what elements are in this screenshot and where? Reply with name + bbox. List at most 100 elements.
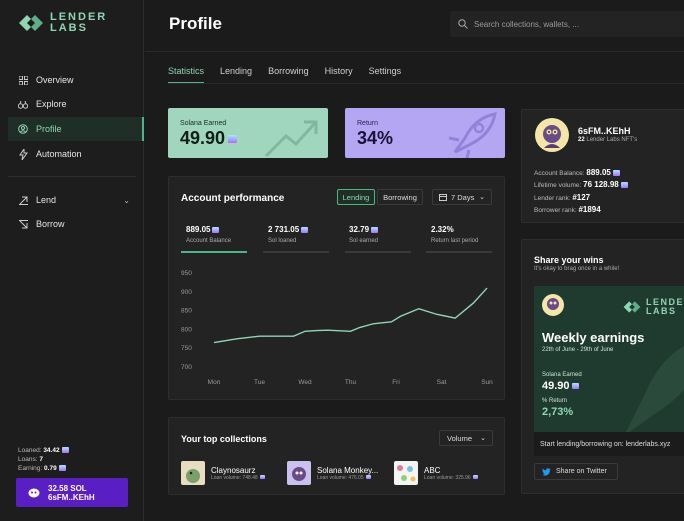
profile-card: 6sFM..KEhH 22 Lender Labs NFT's Account … (521, 109, 684, 223)
collections-sort-select[interactable]: Volume ⌄ (439, 430, 493, 446)
x-tick-label: Sat (437, 379, 447, 386)
metric-label: Return last period (431, 238, 479, 244)
share-return-value: 2,73% (542, 406, 574, 418)
sidebar-item-explore[interactable]: Explore (8, 92, 144, 116)
earning-stat: Earning: 0.79 (18, 464, 69, 473)
avatar[interactable] (535, 118, 569, 152)
sidebar-item-borrow[interactable]: Borrow (8, 212, 144, 236)
collection-item[interactable]: ABC Loan volume: 325.96 (394, 460, 478, 486)
tab-borrowing[interactable]: Borrowing (268, 66, 309, 76)
x-tick-label: Fri (392, 379, 400, 386)
tab-history[interactable]: History (324, 66, 353, 76)
trend-up-icon (264, 120, 318, 158)
return-card: Return 34% (345, 108, 505, 158)
page-title: Profile (169, 14, 222, 33)
metric-account-balance: 889.05 (186, 225, 220, 234)
metric-bar (345, 251, 411, 253)
wallet-address: 6sFM..KEhH (48, 492, 95, 502)
sidebar-item-label: Profile (36, 124, 62, 134)
solana-earned-card: Solana Earned 49.90 (168, 108, 328, 158)
collections-title: Your top collections (181, 434, 267, 444)
profile-lifetime-volume: Lifetime volume: 76 128.98 (534, 180, 628, 189)
rocket-icon (448, 112, 497, 158)
metric-bar-active (181, 251, 247, 253)
user-circle-icon (18, 124, 28, 134)
tab-lending[interactable]: Lending (220, 66, 253, 76)
share-card-dates: 22th of June - 29th of June (542, 347, 614, 353)
wallet-button[interactable]: 32.58 SOL 6sFM..KEhH (16, 478, 128, 507)
chevron-down-icon[interactable]: ⌄ (123, 195, 130, 205)
loaned-stat: Loaned: 34.42 (18, 446, 69, 455)
search-icon (458, 19, 468, 29)
x-tick-label: Mon (208, 379, 221, 386)
wallet-avatar-icon (28, 488, 40, 497)
lending-toggle[interactable]: Lending (337, 189, 375, 205)
calendar-icon (439, 194, 447, 201)
sidebar: LENDER LABS Overview Explore Profile Aut… (0, 0, 144, 521)
brand-line-2: LABS (50, 22, 88, 34)
x-tick-label: Tue (254, 379, 265, 386)
account-stats: Loaned: 34.42 Loans: 7 Earning: 0.79 (18, 446, 69, 473)
share-twitter-button[interactable]: Share on Twitter (534, 463, 618, 480)
twitter-icon (542, 467, 551, 476)
period-select[interactable]: 7 Days ⌄ (432, 189, 492, 205)
y-tick-label: 800 (181, 326, 192, 333)
tab-settings[interactable]: Settings (368, 66, 402, 76)
profile-tabs: Statistics Lending Borrowing History Set… (168, 66, 417, 84)
y-tick-label: 750 (181, 345, 192, 352)
borrowing-toggle[interactable]: Borrowing (377, 189, 423, 205)
tabs-divider (168, 83, 684, 84)
lightning-icon (18, 148, 28, 160)
sidebar-divider (8, 176, 136, 177)
collection-item[interactable]: Solana Monkey... Loan volume: 476.05 (287, 460, 378, 486)
period-value: 7 Days (451, 192, 475, 202)
y-tick-label: 900 (181, 289, 192, 296)
x-tick-label: Wed (298, 379, 312, 386)
binoculars-icon (18, 99, 28, 109)
share-card-title: Weekly earnings (542, 330, 645, 345)
brand-logo[interactable]: LENDER LABS (18, 12, 107, 34)
metric-label: Sol loaned (268, 238, 297, 244)
y-tick-label: 850 (181, 308, 192, 315)
return-value: 34% (357, 128, 394, 148)
tab-statistics[interactable]: Statistics (168, 66, 205, 84)
earned-label: Solana Earned (180, 120, 227, 127)
metric-sol-loaned: 2 731.05 (268, 225, 309, 234)
sidebar-item-label: Explore (36, 99, 67, 109)
search-input[interactable]: Search collections, wallets, ... (450, 11, 684, 37)
profile-borrower-rank: Borrower rank: #1894 (534, 205, 601, 214)
share-title: Share your wins (534, 255, 604, 265)
share-earned-value: 49.90 (542, 380, 579, 392)
share-avatar (542, 294, 564, 316)
abc-thumbnail (394, 461, 418, 485)
share-preview: LENDER LABS Weekly earnings 22th of June… (534, 286, 684, 456)
arrow-down-right-icon (18, 219, 28, 229)
metric-bar (426, 251, 492, 253)
sidebar-item-automation[interactable]: Automation (8, 142, 144, 166)
account-performance-card: Account performance Lending Borrowing 7 … (168, 176, 505, 400)
earned-value: 49.90 (180, 128, 238, 149)
brand-line-1: LENDER (50, 11, 108, 23)
metric-bar (263, 251, 329, 253)
arrow-up-right-icon (18, 195, 28, 205)
sidebar-item-label: Automation (36, 149, 82, 159)
profile-name: 6sFM..KEhH (578, 126, 631, 136)
top-bar: Profile Search collections, wallets, ... (145, 0, 684, 52)
performance-title: Account performance (181, 193, 285, 204)
sidebar-item-profile[interactable]: Profile (8, 117, 144, 141)
sidebar-item-overview[interactable]: Overview (8, 68, 144, 92)
collection-item[interactable]: Claynosaurz Loan volume: 748.48 (181, 460, 265, 486)
sidebar-item-lend[interactable]: Lend ⌄ (8, 188, 144, 212)
sidebar-item-label: Overview (36, 75, 74, 85)
performance-line-chart: 700 750 800 850 900 950 Mon Tue Wed Thu Fri Sat Sun (181, 270, 493, 386)
solana-monkey-thumbnail (287, 461, 311, 485)
profile-lender-rank: Lender rank: #127 (534, 193, 591, 202)
top-collections-card: Your top collections Volume ⌄ Claynosaur… (168, 417, 505, 495)
loans-stat: Loans: 7 (18, 456, 43, 463)
share-return-label: % Return (542, 398, 568, 404)
twitter-label: Share on Twitter (556, 468, 607, 475)
chevron-down-icon: ⌄ (479, 194, 485, 201)
search-placeholder: Search collections, wallets, ... (474, 19, 579, 29)
chevron-down-icon: ⌄ (480, 435, 486, 442)
share-footer: Start lending/borrowing on: lenderlabs.x… (534, 432, 684, 456)
